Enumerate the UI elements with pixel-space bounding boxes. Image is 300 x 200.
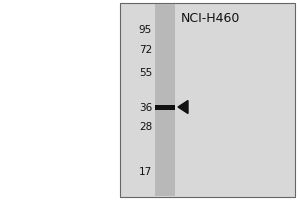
Text: 28: 28 bbox=[139, 122, 152, 132]
Text: 36: 36 bbox=[139, 103, 152, 113]
Text: 72: 72 bbox=[139, 45, 152, 55]
Text: 17: 17 bbox=[139, 167, 152, 177]
Bar bbox=[155, 104, 175, 110]
Text: 95: 95 bbox=[139, 25, 152, 35]
Text: NCI-H460: NCI-H460 bbox=[180, 12, 240, 25]
Text: 55: 55 bbox=[139, 68, 152, 78]
Polygon shape bbox=[178, 100, 188, 114]
Bar bbox=[120, 3, 295, 197]
Bar bbox=[155, 4, 175, 196]
